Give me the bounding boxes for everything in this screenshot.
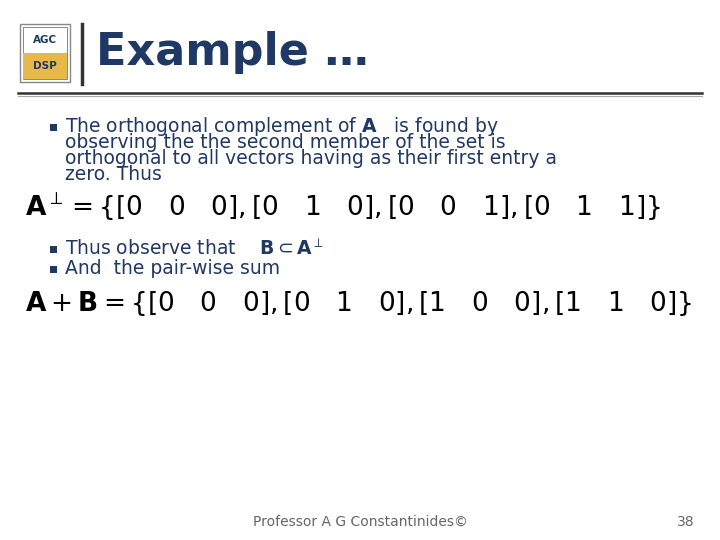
Text: observing the the second member of the set is: observing the the second member of the s… (65, 133, 505, 152)
Text: Example …: Example … (96, 31, 369, 75)
Text: $\mathbf{A} + \mathbf{B} = \{[0 \quad 0 \quad 0],[0 \quad 1 \quad 0],[1 \quad 0 : $\mathbf{A} + \mathbf{B} = \{[0 \quad 0 … (25, 288, 693, 318)
Bar (50, 124, 57, 131)
Text: DSP: DSP (33, 62, 57, 71)
Text: Thus observe that $\quad \mathbf{B} \subset \mathbf{A}^{\perp}$: Thus observe that $\quad \mathbf{B} \sub… (65, 239, 324, 259)
Bar (23, 27, 67, 79)
Text: $\mathbf{A}^{\perp} = \{[0 \quad 0 \quad 0],[0 \quad 1 \quad 0],[0 \quad 0 \quad: $\mathbf{A}^{\perp} = \{[0 \quad 0 \quad… (25, 191, 661, 223)
Text: And  the pair-wise sum: And the pair-wise sum (65, 260, 280, 279)
Text: 38: 38 (678, 515, 695, 529)
Text: zero. Thus: zero. Thus (65, 165, 162, 185)
Bar (50, 246, 57, 253)
Text: orthogonal to all vectors having as their first entry a: orthogonal to all vectors having as thei… (65, 150, 557, 168)
Text: AGC: AGC (33, 35, 57, 45)
Bar (20, 24, 70, 82)
Bar (50, 266, 57, 273)
Text: Professor A G Constantinides©: Professor A G Constantinides© (253, 515, 467, 529)
Bar (23, 53, 67, 79)
Text: The orthogonal complement of $\mathbf{A}$   is found by: The orthogonal complement of $\mathbf{A}… (65, 116, 499, 138)
